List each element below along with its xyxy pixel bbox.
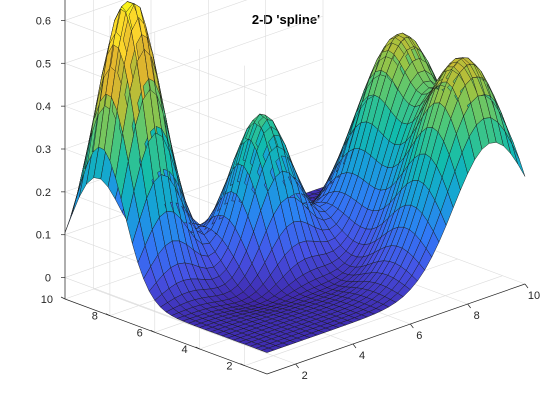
floor-gridline	[93, 288, 296, 365]
y-tick-mark	[60, 296, 66, 300]
x-tick-mark	[352, 343, 357, 349]
back-wall-gridline	[64, 0, 125, 21]
y-tick-label: 8	[92, 311, 98, 323]
chart-title: 2-D 'spline'	[252, 12, 320, 27]
y-tick-mark	[195, 346, 200, 350]
z-tick-label: 0.2	[36, 187, 51, 199]
surface-patch	[511, 144, 526, 177]
y-tick-label: 6	[137, 327, 143, 339]
x-tick-mark	[295, 363, 299, 369]
x-tick-label: 4	[359, 350, 365, 362]
back-wall-gridline	[64, 0, 248, 64]
x-tick-label: 8	[474, 310, 480, 322]
y-tick-label: 2	[226, 361, 232, 373]
x-tick-mark	[524, 283, 529, 289]
x-tick-label: 6	[416, 330, 422, 342]
z-tick-label: 0.5	[36, 58, 51, 70]
y-tick-label: 4	[182, 344, 188, 356]
z-tick-label: 0.4	[36, 101, 51, 113]
y-axis-line	[64, 298, 268, 375]
y-tick-mark	[150, 330, 155, 333]
z-tick-label: 0.6	[36, 15, 51, 27]
y-tick-label: 10	[41, 294, 53, 306]
surface	[64, 1, 526, 353]
y-tick-mark	[240, 363, 245, 366]
z-tick-label: 0.3	[36, 144, 51, 156]
z-tick-label: 0	[45, 273, 51, 285]
x-axis-line	[266, 283, 526, 375]
z-tick-label: 0.1	[36, 230, 51, 242]
x-tick-label: 10	[528, 290, 540, 302]
x-tick-label: 2	[302, 370, 308, 382]
axes-ticks: 2 4 6 8 10 2 4 6 8 10 0 0.1 0.2 0.3 0.4 0.5 0.6	[36, 0, 540, 382]
y-tick-mark	[105, 313, 111, 316]
x-tick-mark	[410, 323, 414, 329]
x-tick-mark	[467, 303, 471, 309]
left-wall-gridline	[64, 63, 268, 139]
floor-gridline	[244, 275, 503, 366]
left-wall-gridline	[64, 20, 268, 96]
